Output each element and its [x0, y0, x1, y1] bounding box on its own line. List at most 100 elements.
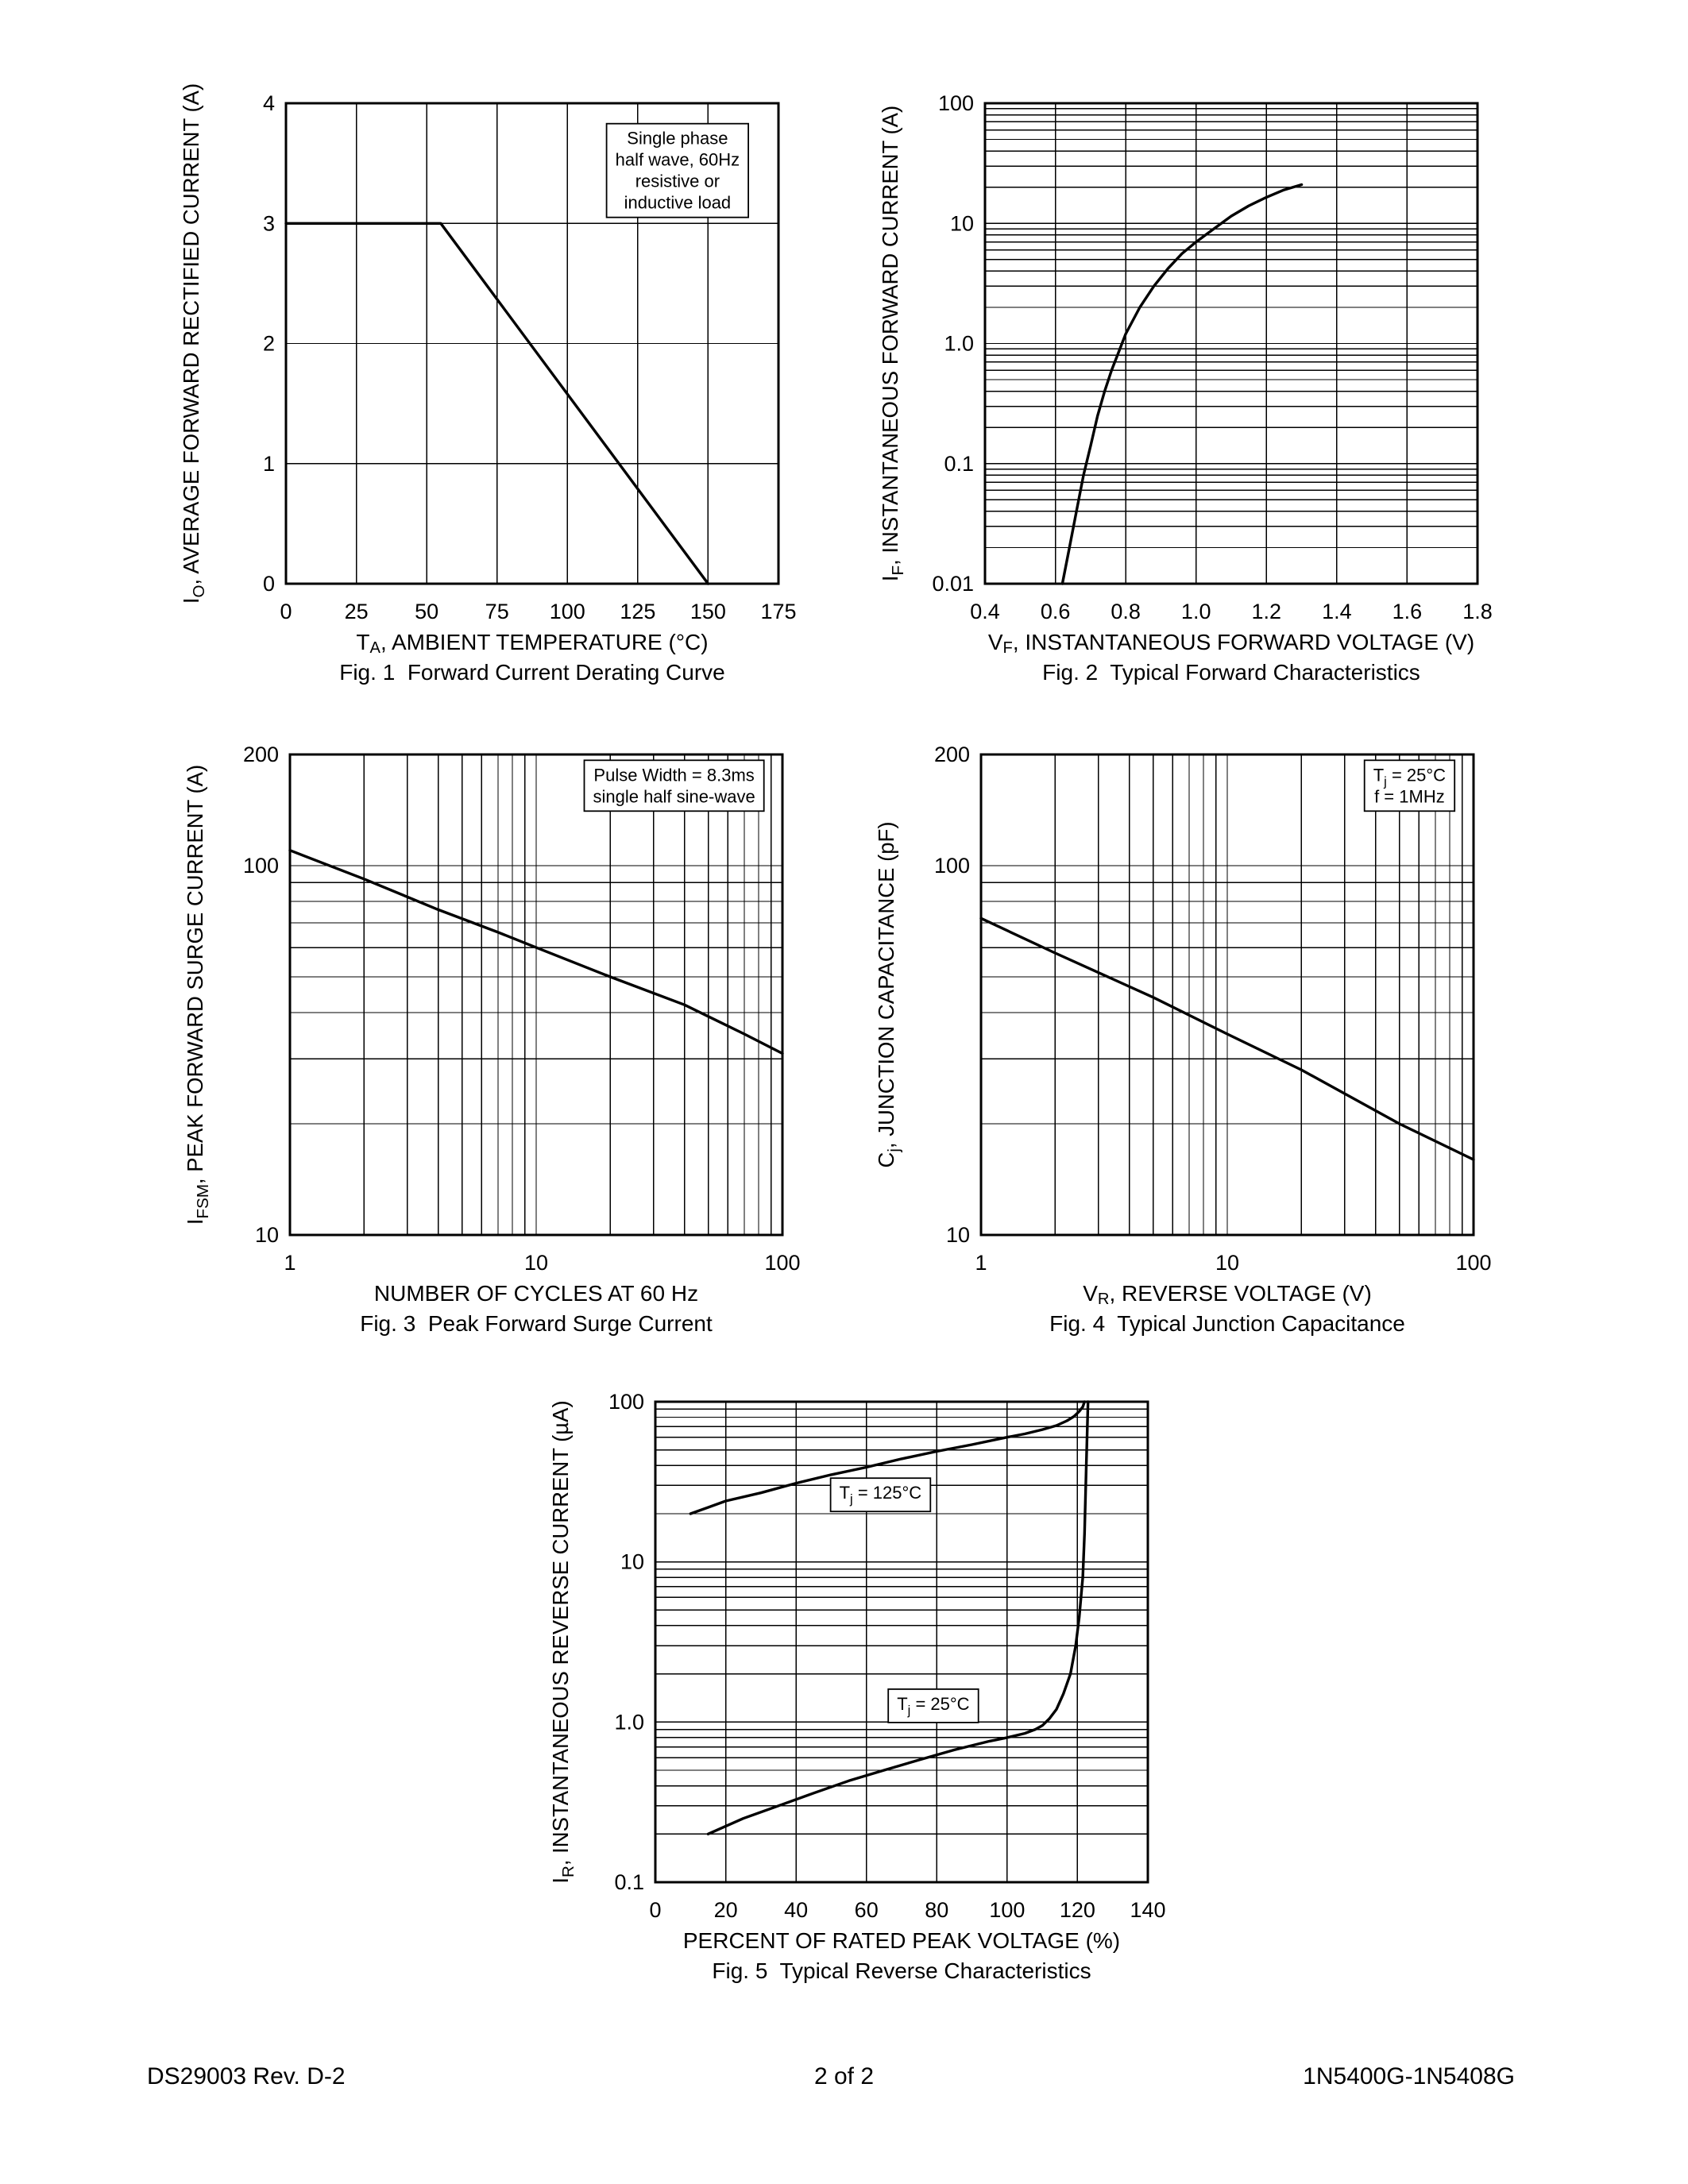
fig2-chart: 0.4 0.6 0.8 1.0 1.2 1.4 1.6 1.8 0.01 0.1 1.0 10 100 I…	[818, 44, 1549, 639]
x-tick-label: 100	[989, 1898, 1025, 1922]
x-tick-label: 120	[1060, 1898, 1095, 1922]
series-tj-125c	[689, 1400, 1086, 1515]
x-tick-label: 150	[690, 600, 726, 623]
annotation-text: Tj = 125°C	[840, 1483, 922, 1507]
x-tick-label: 100	[550, 600, 585, 623]
annotation-text: half wave, 60Hz	[616, 150, 740, 170]
plot-frame	[288, 753, 784, 1237]
plot-frame	[654, 1400, 1149, 1884]
y-tick-label: 0.1	[944, 452, 974, 476]
x-tick-label: 1	[975, 1251, 987, 1275]
fig3-caption: Fig. 3 Peak Forward Surge Current	[360, 1311, 713, 1336]
annotation-box	[887, 1688, 979, 1723]
annotation-text: Tj = 25°C	[1373, 765, 1446, 789]
x-tick-label: 0.4	[970, 600, 1000, 623]
y-tick-label: 100	[608, 1390, 644, 1414]
series-forward-characteristic	[1060, 183, 1304, 585]
fig2-caption: Fig. 2 Typical Forward Characteristics	[1042, 660, 1420, 685]
fig3-y-axis-title: IFSM, PEAK FORWARD SURGE CURRENT (A)	[183, 765, 212, 1225]
annotation-text: Single phase	[627, 129, 728, 149]
annotation-box	[829, 1477, 932, 1513]
y-tick-label: 10	[255, 1223, 279, 1247]
fig4-chart: Tj = 25°C f = 1MHz 1 10 100 10 100 200 Cj, JUNCT…	[814, 695, 1545, 1291]
plot-frame	[284, 102, 780, 585]
annotation: Tj = 25°Cf = 1MHz	[1363, 759, 1456, 812]
x-tick-label: 1.4	[1322, 600, 1352, 623]
fig2-plot: 0.4 0.6 0.8 1.0 1.2 1.4 1.6 1.8 0.01 0.1 1.0 10 100 I…	[878, 91, 1493, 623]
y-tick-label: 10	[950, 211, 974, 235]
x-tick-label: 20	[714, 1898, 738, 1922]
y-tick-label: 100	[934, 854, 970, 878]
annotation-text: f = 1MHz	[1374, 786, 1445, 806]
fig1-y-axis-title: IO, AVERAGE FORWARD RECTIFIED CURRENT (A…	[179, 83, 208, 604]
fig2-x-axis-caption: VF, INSTANTANEOUS FORWARD VOLTAGE (V)	[987, 630, 1475, 657]
series-derating-curve	[284, 222, 710, 585]
y-tick-label: 3	[263, 211, 275, 235]
figure-4: Tj = 25°C f = 1MHz 1 10 100 10 100 200 Cj, JUNCT…	[814, 695, 1545, 1370]
series-junction-capacitance	[979, 916, 1475, 1161]
annotation: Tj = 25°C	[887, 1688, 979, 1723]
x-tick-label: 25	[345, 600, 369, 623]
annotation-text: inductive load	[624, 193, 732, 213]
x-tick-label: 0.6	[1041, 600, 1071, 623]
fig1-caption: Fig. 1 Forward Current Derating Curve	[339, 660, 725, 685]
fig5-y-axis-title: IR, INSTANTANEOUS REVERSE CURRENT (µA)	[548, 1400, 577, 1883]
y-tick-label: 4	[263, 91, 275, 115]
fig1-x-axis-caption: TA, AMBIENT TEMPERATURE (°C)	[356, 630, 709, 657]
y-tick-label: 1.0	[944, 332, 974, 356]
doc-revision: DS29003 Rev. D-2	[147, 2063, 346, 2089]
x-tick-label: 40	[784, 1898, 808, 1922]
annotation-text: resistive or	[635, 172, 720, 191]
fig2-y-axis-title: IF, INSTANTANEOUS FORWARD CURRENT (A)	[878, 106, 907, 581]
fig4-x-axis-caption: VR, REVERSE VOLTAGE (V)	[1083, 1281, 1372, 1308]
x-tick-label: 80	[925, 1898, 948, 1922]
x-tick-label: 1.2	[1252, 600, 1282, 623]
x-tick-label: 100	[764, 1251, 800, 1275]
fig4-y-axis-title: Cj, JUNCTION CAPACITANCE (pF)	[874, 822, 903, 1168]
plot-frame	[983, 102, 1479, 585]
x-tick-label: 175	[760, 600, 796, 623]
y-tick-label: 200	[243, 743, 279, 766]
series-surge-current	[288, 849, 784, 1055]
fig1-chart: Single phase half wave, 60Hz resistive or i…	[119, 44, 850, 639]
fig5-caption: Fig. 5 Typical Reverse Characteristics	[712, 1958, 1091, 1983]
figure-2: 0.4 0.6 0.8 1.0 1.2 1.4 1.6 1.8 0.01 0.1 1.0 10 100 I…	[818, 44, 1549, 719]
y-tick-label: 10	[946, 1223, 970, 1247]
y-tick-label: 10	[620, 1550, 644, 1574]
annotation: Tj = 125°C	[829, 1477, 932, 1513]
annotation-text: Pulse Width = 8.3ms	[593, 765, 754, 785]
y-tick-label: 200	[934, 743, 970, 766]
y-tick-label: 100	[938, 91, 974, 115]
x-tick-label: 140	[1130, 1898, 1165, 1922]
figure-1: Single phase half wave, 60Hz resistive or i…	[119, 44, 850, 719]
fig3-chart: Pulse Width = 8.3ms single half sine-wave…	[123, 695, 854, 1291]
annotation-box	[583, 759, 765, 812]
fig5-x-axis-caption: PERCENT OF RATED PEAK VOLTAGE (%)	[682, 1928, 1121, 1953]
page-number: 2 of 2	[813, 2063, 875, 2089]
page-footer: DS29003 Rev. D-2 2 of 2 1N5400G-1N5408G	[0, 2063, 1688, 2095]
fig3-x-axis-caption: NUMBER OF CYCLES AT 60 Hz	[373, 1281, 699, 1306]
x-tick-label: 1.6	[1393, 600, 1423, 623]
annotation-box	[605, 122, 749, 218]
plot-frame	[979, 753, 1475, 1237]
x-tick-label: 1.0	[1181, 600, 1211, 623]
fig5-chart: Tj = 125°C Tj = 25°C 0 20 40 60 80 100 120 140 0.1…	[489, 1342, 1219, 1938]
x-tick-label: 50	[415, 600, 438, 623]
annotation-box	[1363, 759, 1456, 812]
figure-3: Pulse Width = 8.3ms single half sine-wave…	[123, 695, 854, 1370]
figure-5: Tj = 125°C Tj = 25°C 0 20 40 60 80 100 120 140 0.1…	[489, 1342, 1219, 2017]
x-tick-label: 0	[649, 1898, 661, 1922]
part-number-range: 1N5400G-1N5408G	[1303, 2063, 1515, 2089]
x-tick-label: 100	[1455, 1251, 1491, 1275]
y-tick-label: 2	[263, 332, 275, 356]
x-tick-label: 10	[1215, 1251, 1239, 1275]
x-tick-label: 0.8	[1111, 600, 1141, 623]
y-tick-label: 0.01	[932, 572, 974, 596]
y-tick-label: 1	[263, 452, 275, 476]
